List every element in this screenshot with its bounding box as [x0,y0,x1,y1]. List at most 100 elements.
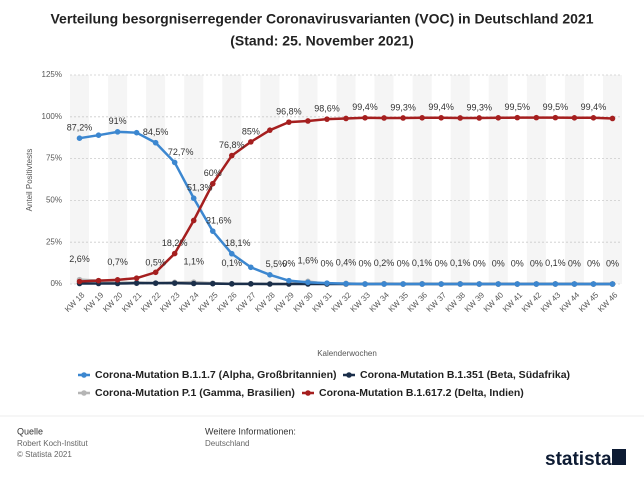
x-tick-label: KW 26 [215,290,239,314]
data-point [95,277,102,284]
legend-swatch-dot [81,372,87,378]
x-tick-label: KW 46 [596,290,620,314]
data-label: 5,5% [266,259,287,269]
x-tick-label: KW 20 [101,290,125,314]
data-point [209,280,216,287]
data-label: 99,3% [466,102,492,112]
data-label: 0,4% [336,258,357,268]
data-label: 0,1% [222,258,243,268]
data-label: 0% [473,258,486,268]
data-point [590,281,597,287]
data-label: 0% [359,258,372,268]
y-axis-label: Anteil Positivtests [25,149,34,212]
logo-icon [612,449,626,465]
data-label: 0,1% [545,258,566,268]
data-label: 85% [242,126,260,136]
x-tick-label: KW 28 [253,290,277,314]
x-tick-label: KW 22 [139,290,163,314]
data-point [171,250,178,257]
data-point [438,115,444,121]
data-point [133,280,140,286]
data-point [438,281,444,287]
data-point [171,159,178,166]
data-point [400,281,406,287]
data-point [286,277,292,284]
data-point [419,281,425,287]
data-label: 98,6% [314,104,340,114]
data-label: 96,8% [276,107,302,117]
data-point [609,281,616,287]
data-point [495,115,502,121]
data-point [381,281,387,287]
data-label: 72,7% [168,147,194,157]
x-axis-label: Kalenderwochen [317,349,377,358]
x-tick-label: KW 37 [425,290,449,314]
x-tick-label: KW 18 [63,290,87,314]
data-label: 18,2% [162,238,188,248]
data-point [171,280,178,286]
data-point [190,280,197,287]
data-label: 87,2% [67,123,93,133]
data-point [324,280,330,286]
data-label: 0,1% [412,258,433,268]
data-point [476,281,483,287]
data-point [114,129,121,135]
data-point [267,272,273,278]
legend-label: Corona-Mutation B.1.617.2 (Delta, Indien… [319,387,524,399]
band-stripe [184,75,204,284]
x-tick-label: KW 30 [291,290,315,314]
logo: statista [545,449,612,470]
data-point [190,195,197,202]
data-point [190,217,197,224]
data-point [76,135,83,142]
data-label: 99,4% [352,102,378,112]
data-point [267,281,273,287]
x-tick-label: KW 25 [196,290,220,314]
data-label: 99,4% [428,102,454,112]
data-point [533,281,540,287]
data-point [95,132,102,138]
legend-swatch-dot [346,372,352,378]
band-stripe [450,75,470,284]
data-point [209,180,216,187]
data-point [324,116,330,122]
x-tick-label: KW 34 [368,290,392,314]
data-point [552,114,559,121]
data-point [552,281,559,287]
band-stripe [526,75,546,284]
chart-title: Verteilung besorgniserregender Coronavir… [50,11,593,27]
data-label: 0% [511,258,524,268]
y-tick-label: 0% [50,279,62,288]
y-tick-label: 25% [46,237,62,246]
data-label: 31,6% [206,216,232,226]
copyright: © Statista 2021 [17,450,72,459]
data-point [248,139,254,145]
x-tick-label: KW 44 [558,290,582,314]
data-label: 0,7% [107,257,128,267]
data-point [228,152,235,159]
data-label: 2,6% [69,254,90,264]
data-point [286,119,292,125]
data-point [495,281,502,287]
data-point [571,115,578,121]
data-label: 60% [204,168,222,178]
source: Robert Koch-Institut [17,439,88,448]
data-point [133,275,140,281]
x-tick-label: KW 29 [272,290,296,314]
source-title: Quelle [17,426,43,436]
data-point [590,115,597,121]
y-tick-label: 125% [42,70,62,79]
data-point [343,115,349,122]
data-point [400,115,406,121]
x-tick-label: KW 41 [501,290,525,314]
band-stripe [146,75,166,284]
band-stripe [564,75,584,284]
x-tick-label: KW 40 [482,290,506,314]
info-title: Weitere Informationen: [205,426,296,436]
plot-background [70,75,622,284]
data-point [362,281,368,287]
data-label: 18,1% [225,238,251,248]
data-point [133,129,140,136]
data-label: 0% [435,258,448,268]
legend-label: Corona-Mutation B.1.1.7 (Alpha, Großbrit… [95,369,337,381]
